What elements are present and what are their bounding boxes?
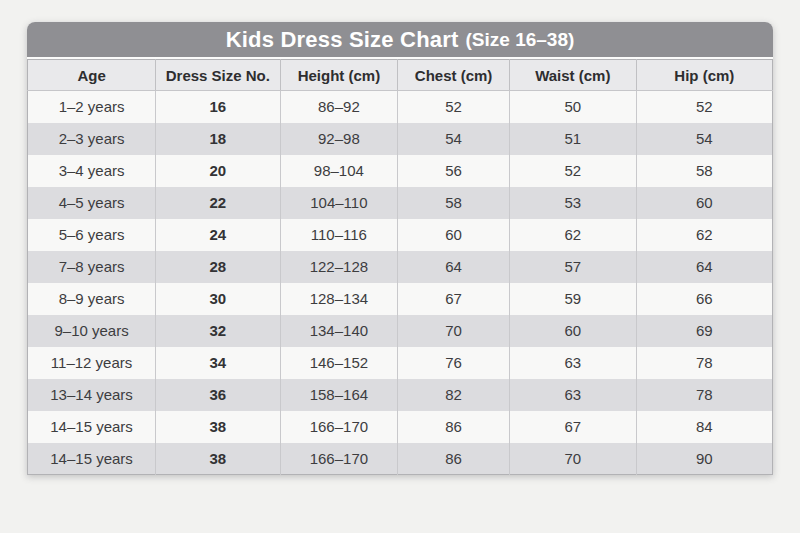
table-cell: 90 [636,443,772,475]
table-cell: 4–5 years [28,187,156,219]
table-row: 11–12 years34146–152766378 [28,347,773,379]
table-cell: 82 [398,379,510,411]
table-row: 13–14 years36158–164826378 [28,379,773,411]
table-cell: 16 [156,91,280,123]
table-cell: 64 [636,251,772,283]
table-cell: 62 [509,219,636,251]
table-cell: 56 [398,155,510,187]
table-cell: 166–170 [280,443,398,475]
table-cell: 60 [398,219,510,251]
table-cell: 70 [398,315,510,347]
table-cell: 67 [509,411,636,443]
column-header-waist: Waist (cm) [509,60,636,91]
table-cell: 52 [509,155,636,187]
table-cell: 63 [509,347,636,379]
column-header-height: Height (cm) [280,60,398,91]
table-cell: 38 [156,443,280,475]
table-cell: 146–152 [280,347,398,379]
table-cell: 70 [509,443,636,475]
table-cell: 24 [156,219,280,251]
size-chart-table: Age Dress Size No. Height (cm) Chest (cm… [27,59,773,475]
chart-title-main: Kids Dress Size Chart [226,27,459,53]
table-cell: 63 [509,379,636,411]
table-cell: 60 [509,315,636,347]
table-cell: 2–3 years [28,123,156,155]
table-cell: 20 [156,155,280,187]
table-cell: 1–2 years [28,91,156,123]
table-cell: 52 [398,91,510,123]
column-header-hip: Hip (cm) [636,60,772,91]
column-header-age: Age [28,60,156,91]
table-cell: 78 [636,347,772,379]
size-chart-card: Kids Dress Size Chart (Size 16–38) Age D… [27,22,773,475]
table-cell: 76 [398,347,510,379]
table-cell: 5–6 years [28,219,156,251]
table-cell: 54 [398,123,510,155]
table-cell: 86 [398,443,510,475]
table-cell: 9–10 years [28,315,156,347]
table-row: 5–6 years24110–116606262 [28,219,773,251]
table-cell: 51 [509,123,636,155]
table-cell: 38 [156,411,280,443]
column-header-dress-size: Dress Size No. [156,60,280,91]
table-cell: 67 [398,283,510,315]
table-cell: 69 [636,315,772,347]
table-cell: 30 [156,283,280,315]
table-cell: 128–134 [280,283,398,315]
table-cell: 122–128 [280,251,398,283]
table-cell: 98–104 [280,155,398,187]
table-cell: 28 [156,251,280,283]
table-cell: 53 [509,187,636,219]
table-row: 7–8 years28122–128645764 [28,251,773,283]
table-cell: 62 [636,219,772,251]
table-cell: 84 [636,411,772,443]
table-cell: 66 [636,283,772,315]
table-cell: 58 [398,187,510,219]
table-cell: 36 [156,379,280,411]
table-cell: 34 [156,347,280,379]
table-cell: 50 [509,91,636,123]
table-cell: 78 [636,379,772,411]
table-cell: 54 [636,123,772,155]
table-cell: 14–15 years [28,411,156,443]
chart-title: Kids Dress Size Chart (Size 16–38) [27,22,773,59]
table-cell: 14–15 years [28,443,156,475]
table-row: 3–4 years2098–104565258 [28,155,773,187]
table-cell: 8–9 years [28,283,156,315]
table-row: 8–9 years30128–134675966 [28,283,773,315]
table-row: 9–10 years32134–140706069 [28,315,773,347]
table-cell: 110–116 [280,219,398,251]
table-cell: 22 [156,187,280,219]
table-body: 1–2 years1686–925250522–3 years1892–9854… [28,91,773,475]
table-cell: 18 [156,123,280,155]
table-header-row: Age Dress Size No. Height (cm) Chest (cm… [28,60,773,91]
table-cell: 58 [636,155,772,187]
table-cell: 59 [509,283,636,315]
table-cell: 32 [156,315,280,347]
table-cell: 3–4 years [28,155,156,187]
table-cell: 7–8 years [28,251,156,283]
table-cell: 11–12 years [28,347,156,379]
table-cell: 86–92 [280,91,398,123]
table-cell: 57 [509,251,636,283]
table-row: 2–3 years1892–98545154 [28,123,773,155]
table-row: 14–15 years38166–170866784 [28,411,773,443]
table-row: 14–15 years38166–170867090 [28,443,773,475]
chart-title-sub: (Size 16–38) [466,29,575,51]
table-cell: 64 [398,251,510,283]
table-cell: 92–98 [280,123,398,155]
table-cell: 134–140 [280,315,398,347]
table-cell: 86 [398,411,510,443]
table-cell: 52 [636,91,772,123]
table-row: 4–5 years22104–110585360 [28,187,773,219]
table-cell: 13–14 years [28,379,156,411]
table-cell: 158–164 [280,379,398,411]
table-cell: 166–170 [280,411,398,443]
table-row: 1–2 years1686–92525052 [28,91,773,123]
table-cell: 104–110 [280,187,398,219]
column-header-chest: Chest (cm) [398,60,510,91]
table-cell: 60 [636,187,772,219]
